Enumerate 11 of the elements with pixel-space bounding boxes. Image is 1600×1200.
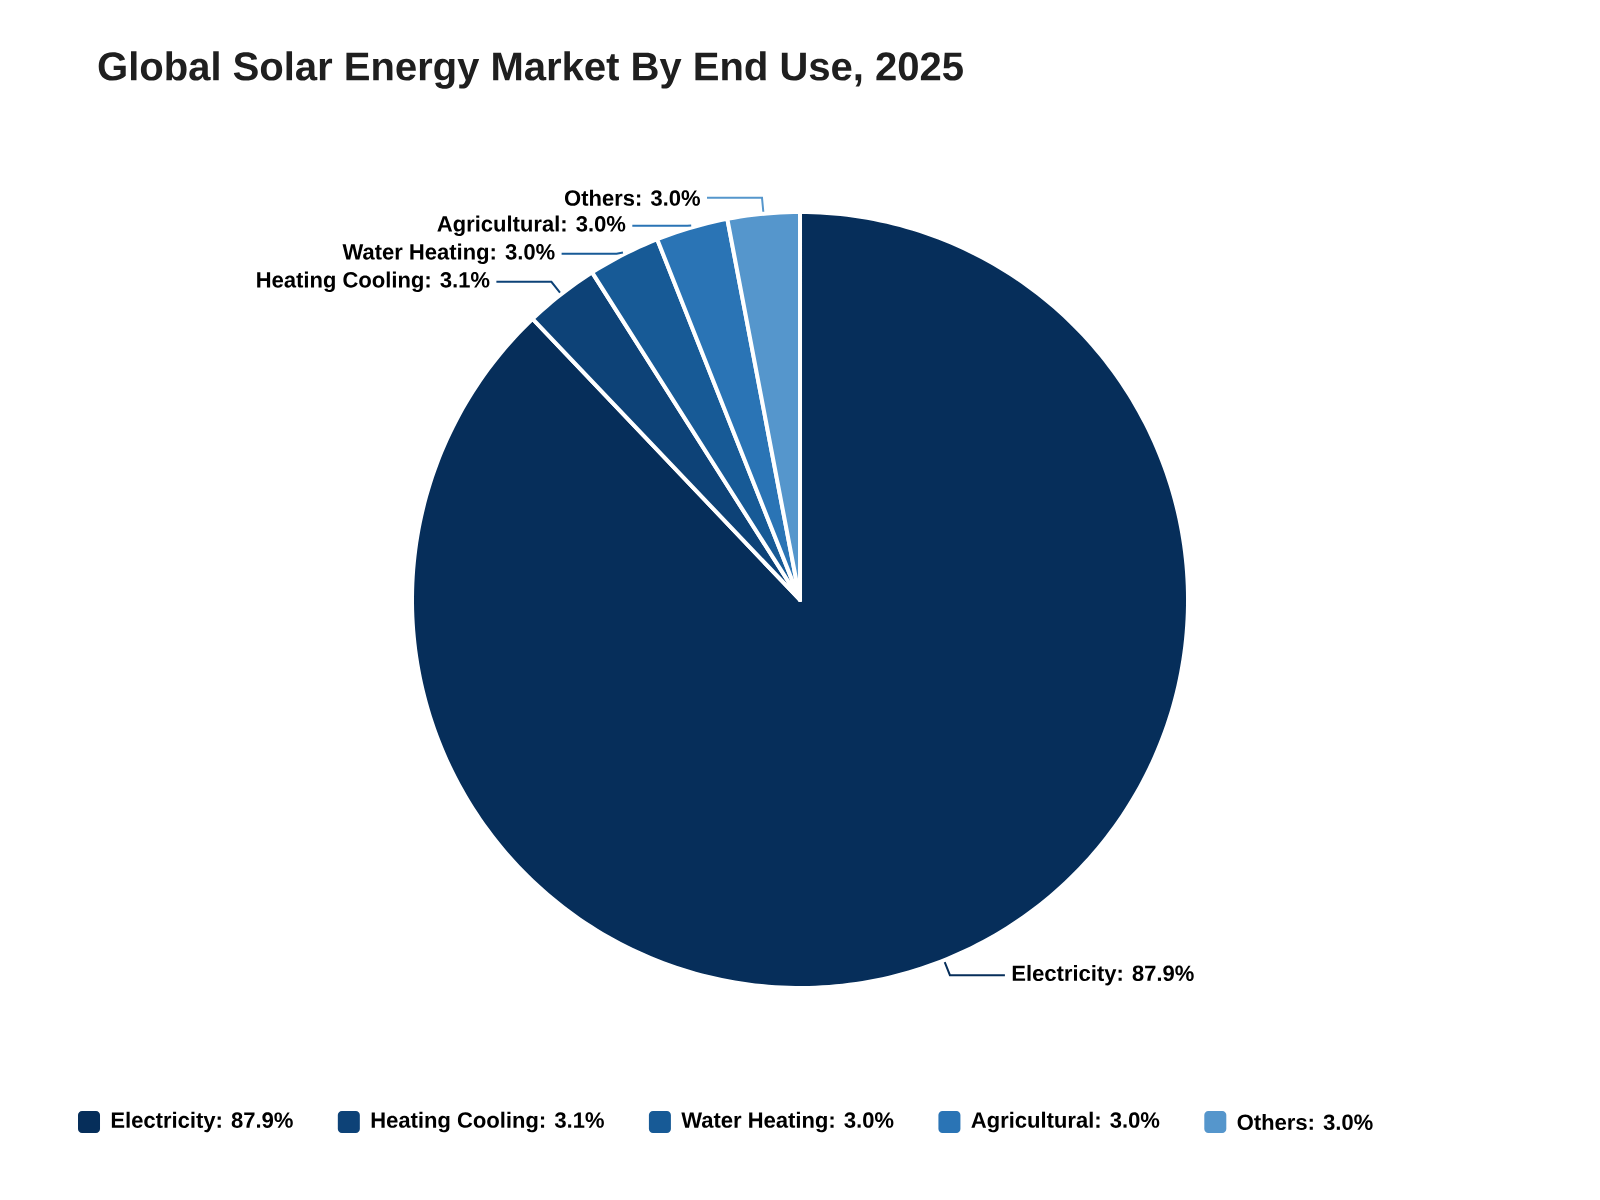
slice-label: Others: 3.0% bbox=[564, 189, 700, 206]
legend-label: Agricultural: 3.0% bbox=[971, 1111, 1160, 1133]
legend-label: Others: 3.0% bbox=[1237, 1113, 1373, 1131]
legend-label: Water Heating: 3.0% bbox=[681, 1111, 894, 1133]
legend-label: Heating Cooling: 3.1% bbox=[371, 1111, 604, 1133]
legend-label: Electricity: 87.9% bbox=[111, 1111, 293, 1133]
slice-label: Agricultural: 3.0% bbox=[437, 215, 626, 237]
chart-title: Global Solar Energy Market By End Use, 2025 bbox=[98, 51, 963, 89]
slice-label: Electricity: 87.9% bbox=[1012, 964, 1194, 986]
slice-label: Heating Cooling: 3.1% bbox=[257, 271, 490, 293]
slice-label: Water Heating: 3.0% bbox=[342, 243, 555, 265]
